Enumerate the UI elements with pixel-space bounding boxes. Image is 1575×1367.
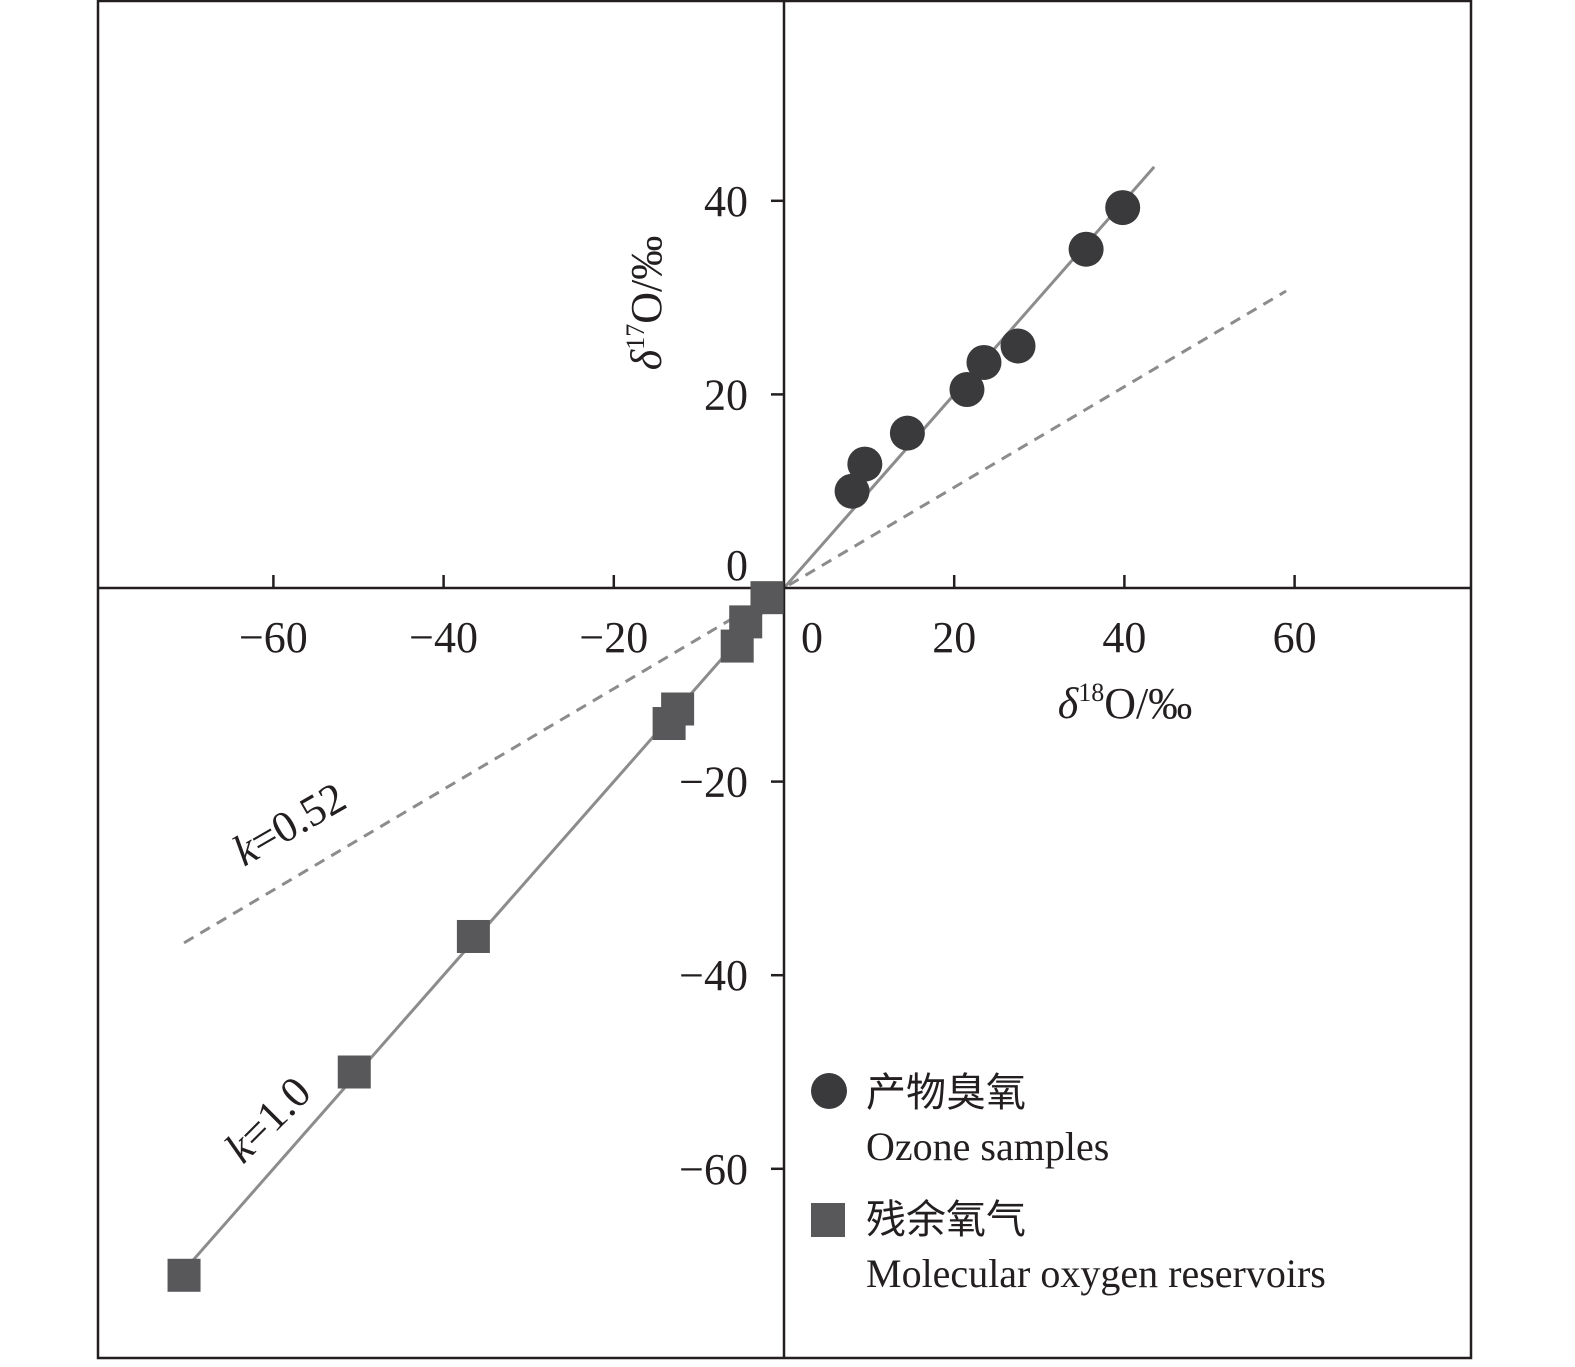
- ozone-sample-point: [889, 415, 925, 451]
- ozone-sample-point: [966, 344, 1002, 380]
- x-tick-label: 40: [1102, 613, 1146, 662]
- oxygen-reservoir-point: [167, 1258, 201, 1292]
- y-tick-label: 20: [704, 370, 748, 419]
- y-tick-label: −20: [679, 758, 748, 807]
- x-tick-label: −40: [409, 613, 478, 662]
- axes: [98, 1, 1471, 1358]
- oxygen-reservoir-point: [337, 1055, 371, 1089]
- line-labels: k=1.0 k=0.52: [215, 773, 354, 1173]
- y-axis-title: δ17O/‰: [621, 236, 671, 370]
- x-tick-label: −60: [239, 613, 308, 662]
- legend-ozone-cn: 产物臭氧: [866, 1070, 1026, 1115]
- x-axis-title: δ18O/‰: [1058, 678, 1192, 728]
- tick-labels: −60 −40 −20 0 20 40 60 −60 −40 −20 0 20 40: [239, 177, 1317, 1194]
- ozone-sample-point: [1105, 190, 1141, 226]
- k-0.52-label: k=0.52: [225, 773, 355, 876]
- oxygen-reservoir-point: [750, 581, 784, 615]
- x-tick-label: 60: [1273, 613, 1317, 662]
- legend-ozone-marker: [811, 1073, 847, 1109]
- k-1.0-label: k=1.0: [215, 1067, 320, 1172]
- legend-oxygen-marker: [811, 1203, 845, 1237]
- ozone-sample-point: [1068, 231, 1104, 267]
- oxygen-reservoir-point: [652, 707, 686, 741]
- axis-titles: δ18O/‰ δ17O/‰: [621, 236, 1192, 728]
- legend-ozone-en: Ozone samples: [866, 1124, 1109, 1169]
- reference-line-1: [183, 289, 1287, 945]
- y-tick-label: 40: [704, 177, 748, 226]
- ozone-sample-point: [1000, 328, 1036, 364]
- ozone-sample-point: [949, 372, 985, 408]
- ozone-sample-point: [834, 473, 870, 509]
- ozone-sample-point: [847, 446, 883, 482]
- x-tick-label: 0: [801, 613, 823, 662]
- data-markers: [167, 190, 1141, 1292]
- y-tick-label: −60: [679, 1145, 748, 1194]
- x-tick-label: −20: [579, 613, 648, 662]
- oxygen-reservoir-point: [456, 919, 490, 953]
- legend-oxygen-cn: 残余氧气: [866, 1197, 1026, 1242]
- legend-oxygen-en: Molecular oxygen reservoirs: [866, 1251, 1326, 1296]
- legend: 产物臭氧 Ozone samples 残余氧气 Molecular oxygen…: [811, 1070, 1326, 1296]
- x-tick-label: 20: [932, 613, 976, 662]
- y-tick-label: 0: [726, 541, 748, 590]
- y-tick-label: −40: [679, 951, 748, 1000]
